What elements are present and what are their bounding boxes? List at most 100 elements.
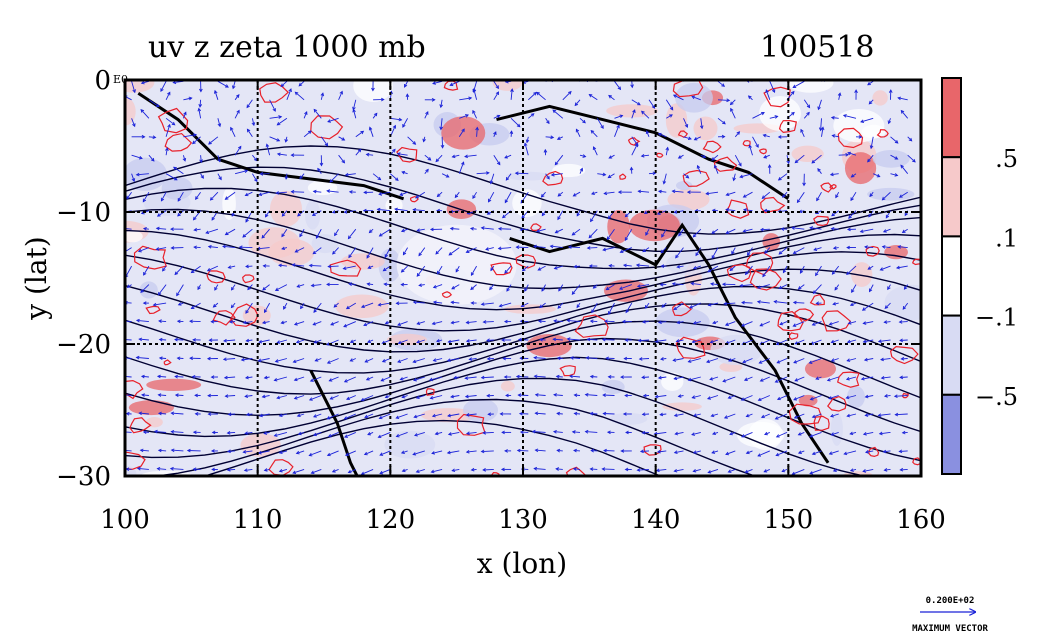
wind-vector-head (132, 89, 136, 94)
wind-vector (760, 376, 770, 382)
wind-vector-head (231, 213, 235, 217)
wind-vector (131, 154, 143, 159)
wind-vector-head (744, 271, 749, 276)
wind-vector-head (760, 414, 765, 419)
wind-vector-head (174, 374, 178, 379)
wind-vector (141, 375, 149, 378)
wind-vector-head (190, 269, 195, 274)
wind-vector (173, 166, 184, 175)
wind-vector-head (173, 166, 177, 171)
wind-vector (777, 395, 788, 400)
wind-vector (418, 247, 426, 256)
wind-vector-head (348, 190, 353, 194)
wind-vector-head (414, 433, 418, 437)
wind-vector-head (412, 452, 417, 456)
wind-vector (700, 118, 703, 129)
wind-vector (364, 450, 374, 455)
wind-vector-head (448, 252, 453, 256)
wind-vector-head (224, 394, 229, 398)
vorticity-patch (830, 412, 843, 446)
wind-vector-head (416, 339, 421, 344)
wind-vector-head (292, 470, 297, 475)
wind-vector (835, 191, 840, 198)
wind-vector (831, 358, 839, 362)
wind-vector-head (894, 140, 899, 144)
wind-vector-head (469, 226, 474, 231)
wind-vector-head (786, 160, 791, 165)
wind-vector (361, 302, 374, 308)
wind-vector-head (573, 411, 578, 416)
wind-vector-head (883, 394, 888, 398)
wind-vector-head (865, 450, 869, 454)
wind-vector-head (223, 375, 228, 380)
wind-vector-head (808, 360, 813, 364)
wind-vector (553, 431, 563, 433)
wind-vector-head (792, 84, 797, 88)
wind-vector (567, 319, 581, 323)
wind-vector-head (217, 123, 222, 128)
wind-vector (471, 265, 477, 276)
wind-vector (401, 265, 408, 273)
wind-vector (689, 302, 701, 309)
wind-vector-head (155, 103, 160, 108)
wind-vector (276, 191, 287, 194)
wind-vector (207, 265, 219, 272)
wind-vector-head (174, 271, 179, 276)
wind-vector (554, 265, 563, 270)
wind-vector (338, 136, 345, 141)
wind-vector (742, 358, 753, 363)
wind-vector-head (136, 466, 141, 471)
wind-vector-head (880, 357, 884, 362)
wind-vector (867, 265, 874, 270)
wind-vector (730, 108, 736, 119)
wind-vector (251, 118, 255, 126)
wind-vector-head (472, 109, 476, 114)
wind-vector-head (311, 212, 316, 216)
wind-vector (264, 302, 270, 313)
wind-vector (557, 302, 564, 309)
wind-vector (296, 450, 305, 454)
vorticity-contour (672, 301, 693, 317)
geopotential-contour (125, 166, 921, 252)
wind-vector (379, 468, 391, 474)
wind-vector (348, 468, 356, 473)
wind-vector (141, 80, 150, 84)
wind-vector-head (264, 309, 268, 314)
wind-vector (466, 450, 477, 453)
wind-vector-head (691, 432, 696, 436)
wind-vector-head (206, 268, 211, 272)
wind-vector-head (722, 378, 727, 383)
colorbar-segment (941, 156, 962, 238)
wind-vector-head (170, 246, 175, 250)
wind-vector (476, 172, 489, 175)
wind-vector-head (226, 449, 231, 454)
wind-vector-head (225, 84, 229, 88)
wind-vector (711, 413, 719, 417)
wind-vector-head (569, 356, 574, 360)
wind-vector-head (828, 396, 832, 400)
wind-vector-head (486, 393, 491, 398)
wind-vector (246, 339, 253, 342)
wind-vector-head (862, 469, 867, 473)
wind-vector (706, 358, 719, 363)
wind-vector-head (517, 337, 522, 342)
wind-vector (677, 265, 684, 268)
wind-vector-head (450, 394, 455, 399)
wind-vector-head (504, 199, 509, 204)
wind-vector-head (588, 93, 593, 98)
wind-vector-head (536, 91, 540, 96)
wind-vector (234, 110, 240, 119)
wind-vector-head (851, 289, 855, 293)
wind-vector (431, 468, 443, 473)
wind-vector-head (498, 303, 503, 308)
wind-vector (896, 265, 908, 269)
wind-vector (832, 265, 840, 275)
wind-vector (708, 302, 719, 306)
wind-vector (208, 246, 218, 249)
wind-vector (863, 431, 874, 435)
wind-vector (847, 358, 857, 362)
wind-vector-head (346, 396, 350, 401)
wind-vector-head (236, 109, 240, 114)
wind-vector-head (901, 229, 906, 234)
wind-vector (775, 413, 788, 420)
